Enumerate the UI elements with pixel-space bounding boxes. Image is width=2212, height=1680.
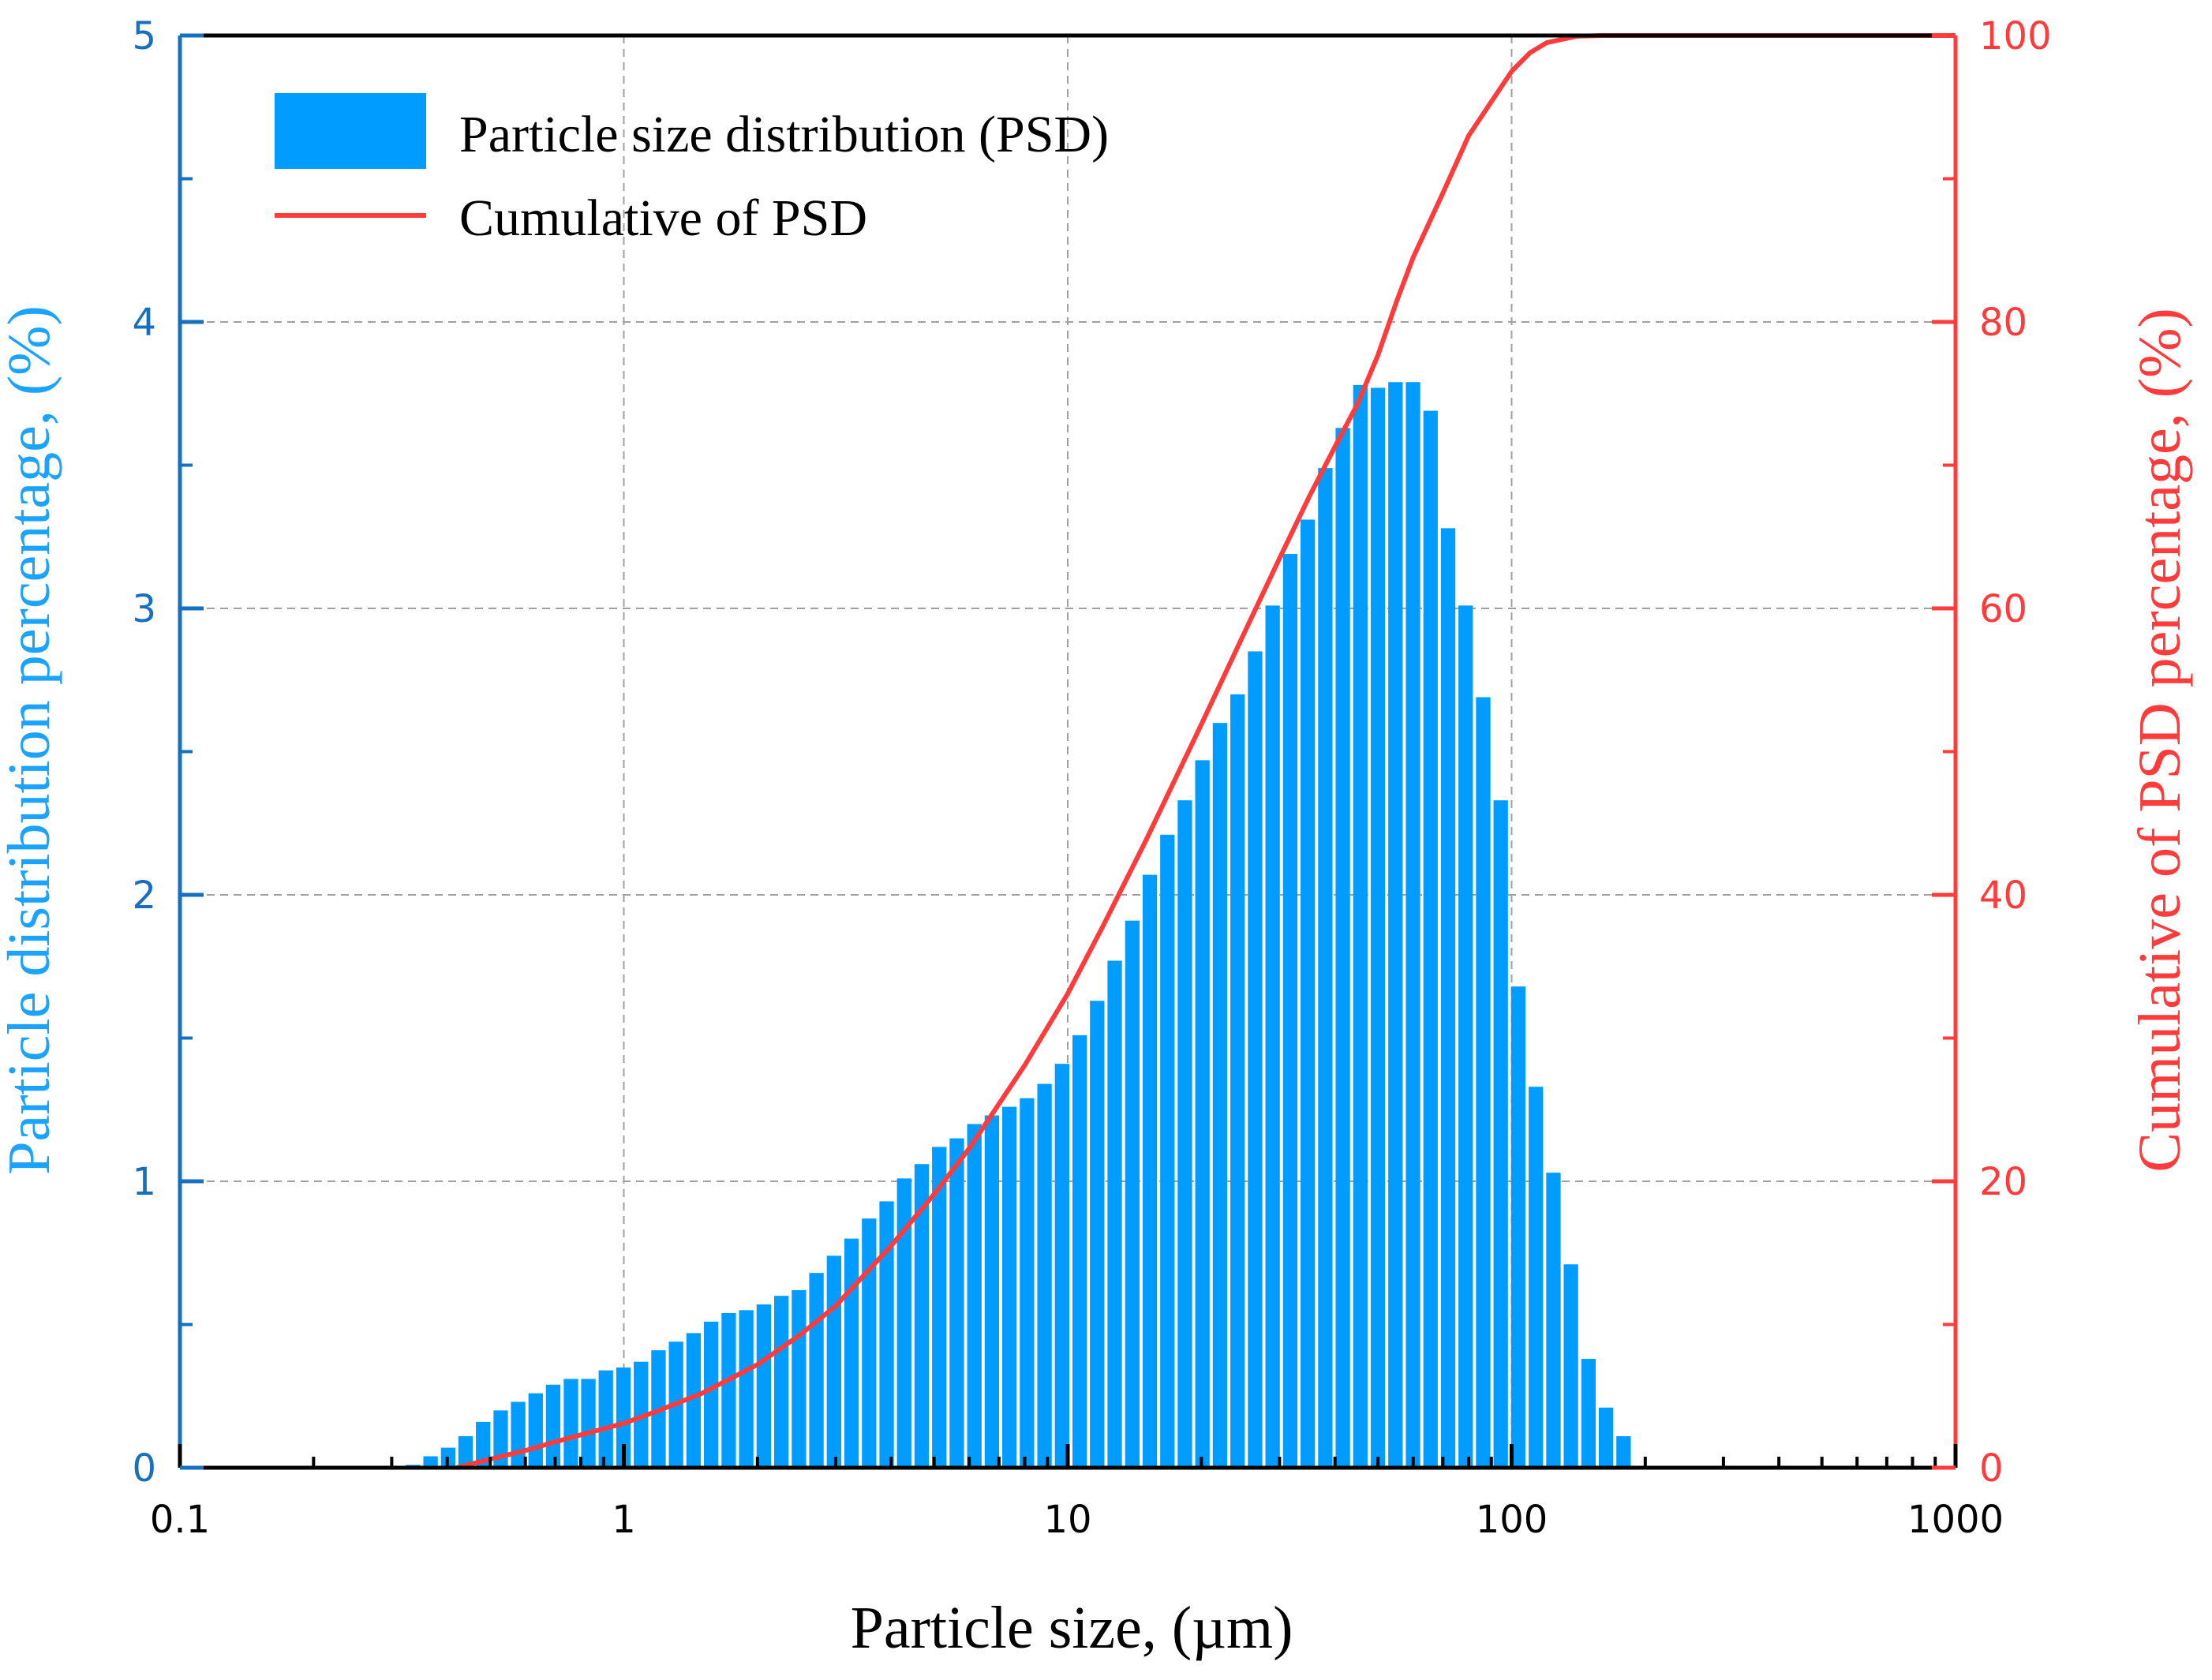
psd-bar [1072, 1035, 1087, 1468]
psd-bar [967, 1124, 982, 1468]
psd-bar [528, 1393, 543, 1468]
y-axis-left-title: Particle distribution percentage, (%) [0, 305, 62, 1175]
psd-bar [563, 1379, 578, 1468]
psd-bar [1230, 694, 1245, 1468]
psd-bar [1177, 800, 1192, 1468]
psd-bar [1318, 468, 1333, 1468]
psd-bar [704, 1321, 719, 1468]
psd-bar [844, 1238, 859, 1468]
cumulative-line [455, 33, 1956, 1470]
axes [178, 33, 1958, 1470]
y-axis-right-title: Cumulative of PSD percentage, (%) [2127, 308, 2193, 1172]
psd-bar [773, 1296, 789, 1468]
y-left-tick-label: 0 [132, 1446, 156, 1491]
y-left-tick-label: 3 [132, 587, 156, 631]
psd-bar [932, 1147, 947, 1468]
psd-bar [1546, 1173, 1561, 1468]
grid-lines [180, 36, 1956, 1468]
legend-label-cumulative: Cumulative of PSD [459, 189, 867, 247]
psd-bar [1301, 519, 1316, 1468]
psd-bar [1529, 1087, 1544, 1468]
psd-bar [826, 1255, 841, 1468]
psd-bar [792, 1289, 807, 1468]
psd-bar [581, 1379, 596, 1468]
x-tick-label: 100 [1476, 1498, 1548, 1542]
psd-bar [1563, 1264, 1578, 1468]
y-right-tick-label: 60 [1979, 587, 2027, 631]
y-right-tick-label: 80 [1979, 301, 2027, 345]
psd-bar [476, 1421, 491, 1468]
psd-bar [1248, 651, 1263, 1469]
x-tick-label: 1 [612, 1498, 636, 1542]
psd-bar [1423, 410, 1438, 1468]
psd-bar [1440, 528, 1456, 1468]
psd-bar [739, 1310, 754, 1468]
x-tick-label: 10 [1043, 1498, 1091, 1542]
psd-bar [1510, 986, 1526, 1468]
psd-bar [984, 1115, 1000, 1468]
psd-bar [545, 1384, 561, 1468]
psd-bar [1335, 428, 1350, 1468]
psd-bar [1405, 382, 1420, 1469]
x-axis-title: Particle size, (µm) [851, 1595, 1293, 1661]
y-left-tick-label: 4 [132, 301, 156, 345]
psd-bar [914, 1164, 930, 1468]
y-left-tick-label: 5 [132, 14, 156, 58]
x-tick-label: 0.1 [150, 1498, 210, 1542]
y-right-tick-label: 0 [1979, 1446, 2004, 1491]
psd-bars [406, 382, 1631, 1469]
legend-swatch-psd [275, 93, 426, 169]
y-left-tick-label: 2 [132, 874, 156, 918]
x-tick-label: 1000 [1907, 1498, 2004, 1542]
psd-bar [1282, 554, 1298, 1468]
psd-bar [1458, 605, 1473, 1468]
psd-bar [1037, 1083, 1052, 1468]
psd-bar [1265, 605, 1280, 1468]
psd-bar [1493, 800, 1508, 1468]
psd-bar [1370, 387, 1386, 1468]
psd-bar [879, 1201, 894, 1468]
psd-bar [809, 1273, 824, 1468]
psd-bar [1002, 1106, 1017, 1468]
y-right-tick-label: 100 [1979, 14, 2052, 58]
psd-bar [1020, 1098, 1035, 1468]
psd-bar [1125, 920, 1140, 1468]
psd-bar [1212, 723, 1228, 1468]
psd-bar [1142, 874, 1158, 1468]
psd-bar [756, 1304, 772, 1468]
psd-bar [686, 1333, 702, 1468]
psd-bar [458, 1436, 473, 1468]
psd-bar [1616, 1436, 1631, 1468]
y-right-tick-label: 40 [1979, 874, 2027, 918]
tick-labels: 0.1 1 10 100 1000 0 1 2 3 4 5 0 20 40 60 80 100 [132, 14, 2051, 1542]
y-right-tick-label: 20 [1979, 1160, 2027, 1204]
y-left-tick-label: 1 [132, 1160, 156, 1204]
psd-bar [949, 1138, 964, 1468]
psd-bar [616, 1367, 631, 1468]
psd-bar [1581, 1359, 1596, 1468]
psd-bar [1599, 1407, 1614, 1468]
psd-bar [1107, 960, 1122, 1468]
psd-bar [1195, 760, 1210, 1468]
psd-bar [1054, 1064, 1069, 1468]
psd-bar [511, 1401, 526, 1468]
psd-bar [598, 1370, 613, 1468]
legend-label-psd: Particle size distribution (PSD) [459, 106, 1109, 163]
psd-bar [1388, 382, 1403, 1469]
psd-bar [1353, 384, 1368, 1468]
psd-bar [721, 1312, 736, 1468]
legend: Particle size distribution (PSD) Cumulat… [275, 93, 1109, 247]
psd-bar [896, 1178, 911, 1468]
psd-bar [1090, 1001, 1105, 1468]
psd-bar [423, 1456, 438, 1468]
psd-bar [1160, 834, 1175, 1468]
psd-bar [862, 1218, 877, 1468]
psd-bar [1476, 697, 1491, 1468]
